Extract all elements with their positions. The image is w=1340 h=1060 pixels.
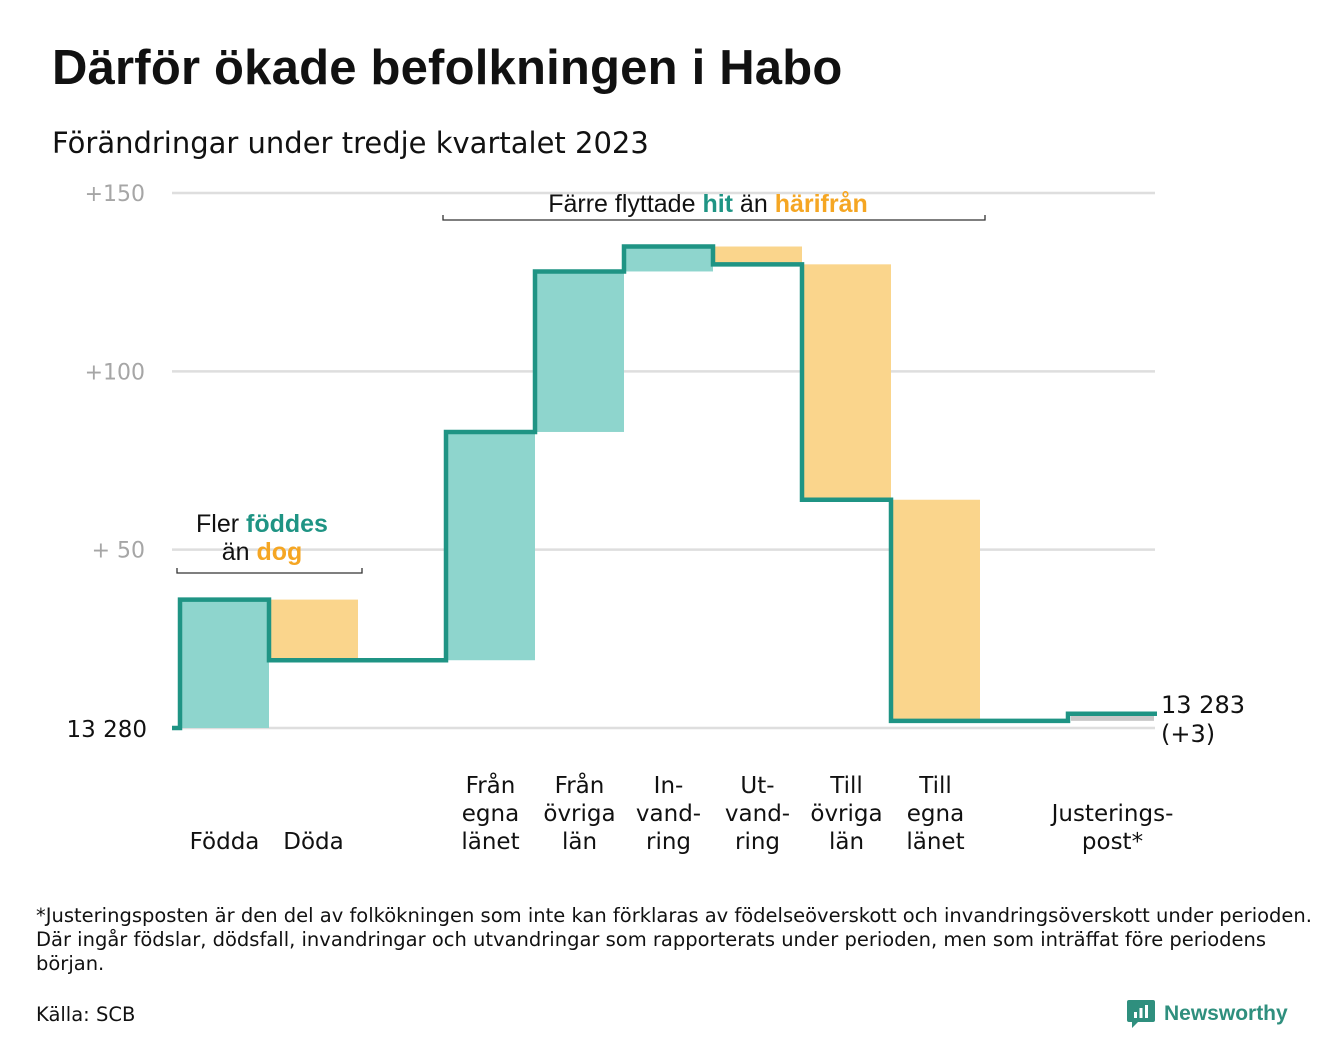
category-label: Från [466,771,516,799]
annotation-segment: Fler [196,510,246,538]
chart-subtitle: Förändringar under tredje kvartalet 2023 [52,126,649,160]
category-label: post* [1082,829,1143,855]
y-tick-label-base: 13 280 [67,717,147,743]
category-label: egna [462,801,519,827]
category-label: övriga [543,801,615,827]
waterfall-bar [802,264,891,500]
newsworthy-logo: Newsworthy [1126,998,1288,1030]
category-label: vand- [725,801,790,827]
annotation-bracket [442,215,986,221]
annotation-segment: Färre flyttade [548,190,702,218]
annotation-text: Fler föddes [196,510,328,538]
waterfall-bar [269,599,358,661]
y-tick-label: +150 [85,182,145,207]
waterfall-bar [713,246,802,265]
footnote: *Justeringsposten är den del av folkökni… [36,904,1312,975]
waterfall-bar [1071,713,1154,721]
category-label: egna [907,801,964,827]
category-label: Till [829,773,863,799]
category-label: övriga [810,801,882,827]
end-change-label: (+3) [1161,720,1215,748]
category-label: Födda [190,829,260,855]
cumulative-step-line [172,244,1157,731]
chart-title: Därför ökade befolkningen i Habo [52,41,843,95]
annotation-segment: än [733,190,775,218]
waterfall-bar [446,431,535,661]
category-label: län [829,829,864,855]
category-label: länet [906,829,964,855]
annotation-bracket [176,568,363,574]
category-label: Från [555,771,605,799]
y-tick-label: + 50 [92,539,145,564]
waterfall-bar [180,599,269,728]
newsworthy-logo-icon [1127,1000,1155,1028]
category-label: vand- [636,801,701,827]
waterfall-bar [624,246,713,272]
waterfall-chart: +150 +100 + 50 13 280 13 283(+3) Födda Döda Frå… [67,182,1245,855]
category-label: Justerings- [1050,801,1174,827]
end-value-label: 13 283 [1161,691,1245,719]
annotation-segment: än [222,538,257,566]
category-label: Ut- [740,773,774,799]
waterfall-bar [891,499,980,721]
category-label: Till [918,773,952,799]
category-label: län [562,829,597,855]
waterfall-bar [535,271,624,432]
annotation-text: Färre flyttade hit än härifrån [548,190,868,218]
category-label: ring [735,829,780,855]
y-tick-label: +100 [85,360,145,385]
logo-text: Newsworthy [1164,1002,1288,1025]
annotation-segment: dog [256,538,302,566]
annotation-segment: hit [702,190,733,218]
category-label: In- [654,773,684,799]
category-label: Döda [283,829,343,855]
source-note: Källa: SCB [36,1003,136,1026]
category-label: länet [461,829,519,855]
annotation-segment: föddes [246,510,328,538]
annotation-text: än dog [222,538,303,566]
annotation-segment: härifrån [775,190,868,218]
category-label: ring [646,829,691,855]
